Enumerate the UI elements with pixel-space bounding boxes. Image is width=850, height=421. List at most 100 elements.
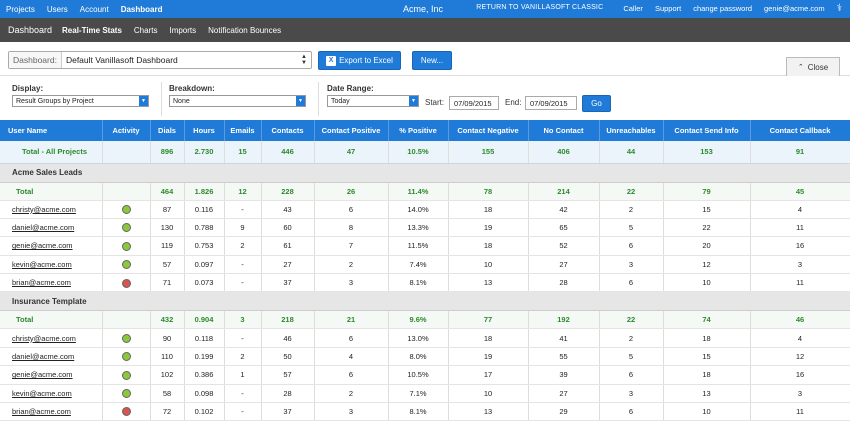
chevron-down-icon: ▼	[139, 96, 148, 106]
nav-projects[interactable]: Projects	[6, 4, 35, 14]
column-header[interactable]: % Positive	[388, 120, 449, 141]
date-range-select[interactable]: Today ▼	[327, 95, 419, 107]
logo-icon[interactable]: ⚕	[836, 3, 842, 14]
company-title: Acme, Inc	[403, 4, 444, 14]
column-header[interactable]: Dials	[150, 120, 185, 141]
subnav-imports[interactable]: Imports	[169, 25, 197, 35]
total-cell: 153	[663, 141, 751, 164]
divider	[161, 82, 162, 116]
sub-nav-bar: Dashboard Real-Time Stats Charts Imports…	[0, 18, 850, 42]
dashboard-select[interactable]: Dashboard: Default Vanillasoft Dashboard…	[8, 51, 312, 69]
user-link[interactable]: kevin@acme.com	[12, 388, 72, 398]
support-link[interactable]: Support	[654, 4, 682, 13]
column-header[interactable]: Emails	[224, 120, 262, 141]
end-label: End:	[505, 98, 522, 107]
nav-users[interactable]: Users	[46, 4, 68, 14]
user-link[interactable]: christy@acme.com	[12, 333, 76, 343]
data-cell: 8.0%	[388, 347, 449, 367]
column-header[interactable]: Activity	[102, 120, 151, 141]
display-select[interactable]: Result Groups by Project ▼	[12, 95, 149, 107]
nav-dashboard[interactable]: Dashboard	[120, 4, 163, 14]
data-cell: 2	[224, 347, 262, 367]
column-header[interactable]: Contact Callback	[750, 120, 850, 141]
data-cell: 8.1%	[388, 402, 449, 421]
data-cell: 0.199	[184, 347, 225, 367]
close-label: Close	[807, 62, 829, 72]
caller-link[interactable]: Caller	[623, 4, 643, 13]
data-cell: 102	[150, 365, 185, 385]
data-cell: 50	[261, 347, 315, 367]
start-date-input[interactable]: 07/09/2015	[449, 96, 499, 110]
end-date-input[interactable]: 07/09/2015	[525, 96, 577, 110]
subnav-charts[interactable]: Charts	[133, 25, 158, 35]
user-link[interactable]: daniel@acme.com	[12, 223, 75, 233]
user-link[interactable]: brian@acme.com	[12, 407, 71, 417]
user-link[interactable]: christy@acme.com	[12, 204, 76, 214]
subnav-notification-bounces[interactable]: Notification Bounces	[208, 25, 282, 35]
date-range-label: Date Range:	[327, 84, 374, 93]
user-link[interactable]: genie@acme.com	[12, 370, 73, 380]
column-header[interactable]: No Contact	[528, 120, 600, 141]
data-cell: 0.118	[184, 328, 225, 348]
activity-cell	[102, 328, 151, 348]
data-cell: 6	[599, 236, 664, 256]
dashboard-select-value: Default Vanillasoft Dashboard	[65, 55, 178, 65]
column-header[interactable]: Unreachables	[599, 120, 664, 141]
column-header[interactable]: Contact Send Info	[663, 120, 751, 141]
data-cell: 119	[150, 236, 185, 256]
go-button[interactable]: Go	[582, 95, 611, 112]
user-cell: kevin@acme.com	[0, 384, 103, 404]
activity-cell	[102, 200, 151, 219]
breakdown-select[interactable]: None ▼	[169, 95, 306, 107]
data-cell: 12	[750, 347, 850, 367]
total-cell: 406	[528, 141, 600, 164]
total-cell: 22	[599, 310, 664, 330]
user-cell: daniel@acme.com	[0, 347, 103, 367]
return-classic-link[interactable]: RETURN TO VANILLASOFT CLASSIC	[476, 4, 604, 11]
subnav-real-time-stats[interactable]: Real-Time Stats	[62, 25, 122, 35]
total-cell: 22	[599, 182, 664, 201]
user-email-link[interactable]: genie@acme.com	[764, 4, 825, 13]
column-header[interactable]: User Name	[0, 120, 103, 141]
user-link[interactable]: genie@acme.com	[12, 241, 73, 251]
total-cell: 15	[224, 141, 262, 164]
total-cell: 228	[261, 182, 315, 201]
column-header[interactable]: Hours	[184, 120, 225, 141]
data-cell: 43	[261, 200, 315, 219]
user-link[interactable]: daniel@acme.com	[12, 352, 75, 362]
data-cell: 27	[261, 255, 315, 275]
updown-arrow-icon: ▲ ▼	[301, 54, 307, 66]
activity-cell	[102, 365, 151, 385]
data-cell: 39	[528, 365, 600, 385]
table-header-row: User Name Activity Dials Hours Emails Contact…	[0, 120, 850, 141]
total-cell: 432	[150, 310, 185, 330]
close-tab[interactable]: ⌃ Close	[786, 57, 840, 76]
total-cell: 0.904	[184, 310, 225, 330]
status-icon	[121, 370, 131, 380]
change-password-link[interactable]: change password	[693, 4, 753, 13]
total-cell: Total	[0, 310, 103, 330]
column-header[interactable]: Contact Negative	[448, 120, 529, 141]
data-cell: 61	[261, 236, 315, 256]
group-total-row: Total 432 0.904 3 218 21 9.6% 77 192 22 74 46	[0, 310, 850, 330]
data-cell: 4	[750, 328, 850, 348]
user-link[interactable]: kevin@acme.com	[12, 259, 72, 269]
data-cell: 0.386	[184, 365, 225, 385]
status-icon	[121, 223, 131, 233]
total-cell: 2.730	[184, 141, 225, 164]
user-link[interactable]: brian@acme.com	[12, 278, 71, 288]
column-header[interactable]: Contact Positive	[314, 120, 389, 141]
column-header[interactable]: Contacts	[261, 120, 315, 141]
data-cell: 19	[448, 218, 529, 238]
user-cell: christy@acme.com	[0, 328, 103, 348]
subnav-dashboard[interactable]: Dashboard	[8, 25, 53, 35]
data-cell: 18	[663, 328, 751, 348]
user-cell: brian@acme.com	[0, 402, 103, 421]
group-title: Insurance Template	[0, 291, 850, 312]
display-label: Display:	[12, 84, 44, 93]
export-excel-button[interactable]: X Export to Excel	[318, 51, 401, 70]
chevron-up-icon: ⌃	[797, 64, 804, 71]
data-cell: 3	[599, 384, 664, 404]
new-button[interactable]: New...	[412, 51, 452, 70]
nav-account[interactable]: Account	[79, 4, 109, 14]
